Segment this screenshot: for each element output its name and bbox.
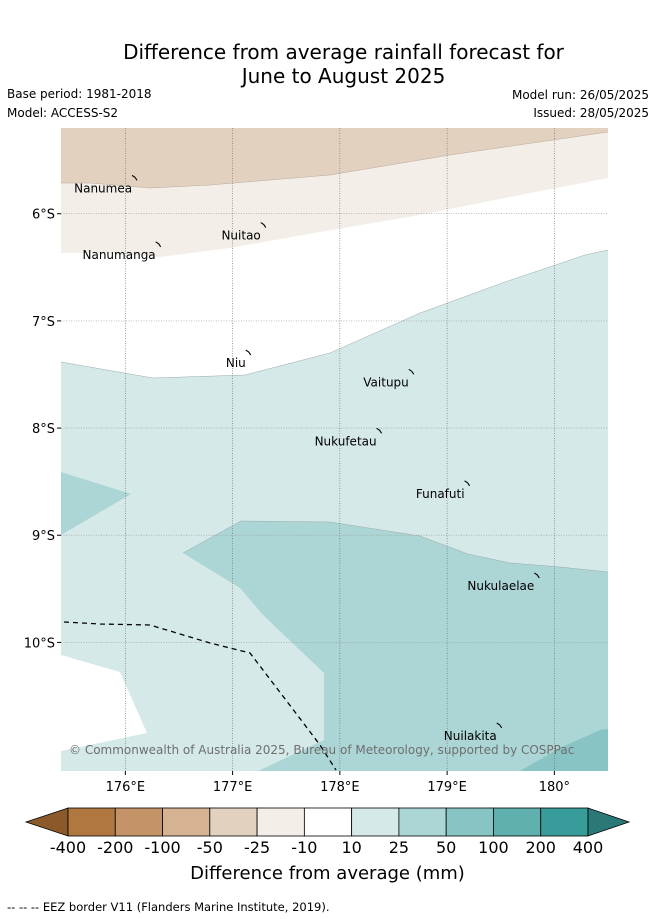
lon-label: 177°E [213,780,253,795]
contour-layer [61,128,608,771]
lon-label: 178°E [320,780,360,795]
colorbar-swatch [256,807,305,837]
contour-wet-left [61,472,131,535]
lon-label: 179°E [427,780,467,795]
colorbar-swatch [540,807,589,837]
longitude-labels: 176°E 177°E 178°E 179°E 180° [106,780,570,795]
colorbar-swatch [303,807,353,837]
lat-label: 10°S [24,636,55,651]
eez-note: -- -- -- EEZ border V11 (Flanders Marine… [7,900,330,914]
place-label: Vaitupu [363,375,409,389]
island-mark [408,368,415,375]
island-mark [131,174,138,181]
colorbar-extend-high [587,807,631,837]
place-label: Funafuti [416,487,465,501]
island-mark [533,572,540,579]
colorbar-tick-label: 400 [572,838,604,857]
island-mark [376,427,383,434]
colorbar-tick-label: -25 [244,838,271,857]
place-layer: Nanumea Nuitao Nanumanga Niu Vaitupu Nukufeta… [74,174,540,743]
lat-label: 7°S [32,315,55,330]
place-label: Nuilakita [444,729,497,743]
place-label: Niu [226,356,246,370]
lat-label: 9°S [32,529,55,544]
colorbar-tick-label: 200 [525,838,556,857]
island-mark [464,480,471,487]
contour-wet-mid [183,521,608,771]
colorbar-tick-label: 25 [388,838,410,857]
issued-date: Issued: 28/05/2025 [533,106,649,120]
contour-dry-strong [61,128,608,188]
place-label: Nanumanga [83,248,156,262]
copyright-notice: © Commonwealth of Australia 2025, Bureau… [69,743,574,757]
colorbar-swatch [162,807,211,837]
contour-wet-strong [520,729,608,771]
colorbar-swatch [493,807,542,837]
colorbar-tick-label: -50 [196,838,223,857]
colorbar-swatch [351,807,400,837]
place-label: Nanumea [74,181,132,195]
colorbar-title: Difference from average (mm) [190,863,465,884]
base-period: Base period: 1981-2018 [7,87,152,101]
lat-label: 6°S [32,208,55,223]
colorbar-tick-label: -200 [97,838,134,857]
place-label: Nukufetau [315,434,377,448]
island-mark [245,349,252,356]
title-line-2: June to August 2025 [241,64,446,88]
place-label: Nuitao [221,229,260,243]
contour-dry-light [61,132,608,257]
lat-label: 8°S [32,422,55,437]
place-label: Nukulaelae [467,579,534,593]
colorbar-extend-low [24,807,69,837]
model-name: Model: ACCESS-S2 [7,106,119,120]
eez-border [63,621,337,771]
colorbar-tick-label: 50 [435,838,457,857]
island-mark [260,222,267,228]
graticule [57,128,608,775]
lon-label: 176°E [106,780,146,795]
colorbar-swatch [398,807,447,837]
colorbar [24,807,631,837]
colorbar-swatch [209,807,258,837]
colorbar-tick-label: 100 [478,838,509,857]
latitude-labels: 6°S 7°S 8°S 9°S 10°S [24,208,55,652]
title-line-1: Difference from average rainfall forecas… [123,40,564,64]
colorbar-tick-label: -10 [291,838,318,857]
lon-label: 180° [539,780,570,795]
colorbar-tick-label: 10 [341,838,362,857]
colorbar-tick-label: -400 [49,838,87,857]
island-mark [496,722,503,729]
colorbar-swatch [445,807,494,837]
colorbar-swatch [114,807,163,837]
island-mark [155,241,162,248]
map-title: Difference from average rainfall forecas… [0,40,655,88]
contour-neutral-lower [61,655,147,751]
colorbar-swatch [67,807,116,837]
model-run: Model run: 26/05/2025 [511,88,649,102]
colorbar-tick-label: -100 [144,838,181,857]
